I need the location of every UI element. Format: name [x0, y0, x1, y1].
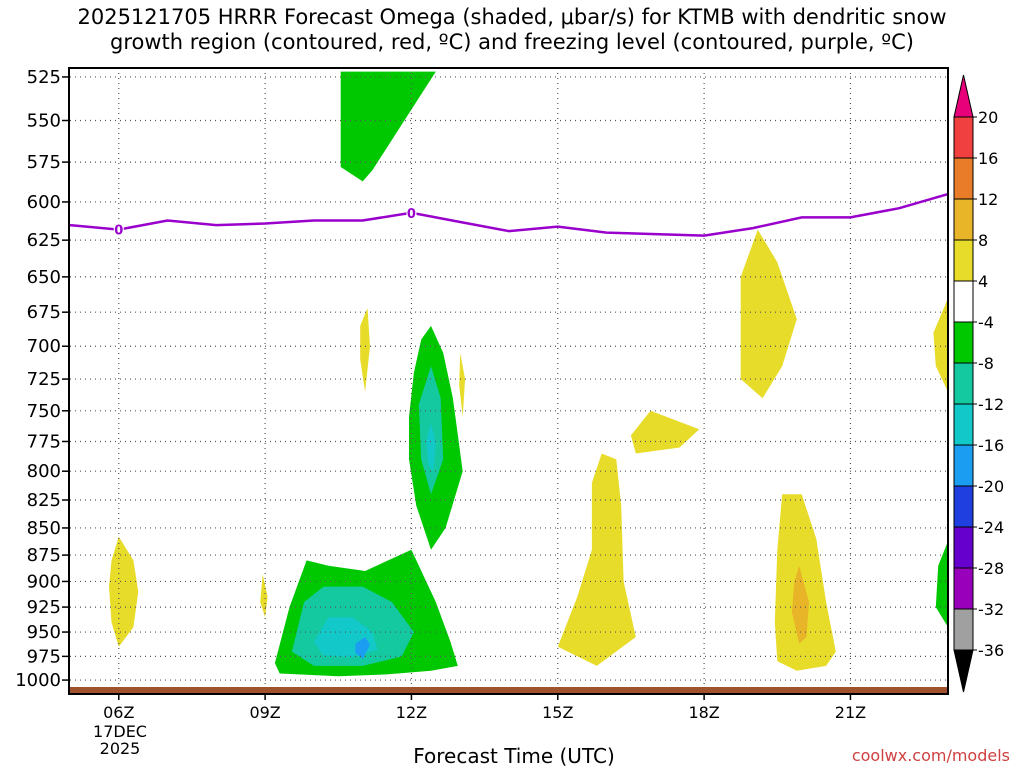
- y-tick-label: 575: [27, 152, 61, 173]
- y-tick-label: 675: [27, 302, 61, 323]
- colorbar-box: [953, 444, 974, 487]
- colorbar-label: 16: [978, 149, 998, 168]
- freezing-level-label-bg: [406, 204, 417, 220]
- y-tick-label: 850: [27, 518, 61, 539]
- plot-frame: [68, 67, 949, 695]
- omega-blue-lower-10z: [355, 637, 370, 660]
- omega-cyan-mid-12z: [426, 423, 436, 472]
- omega-yellow-13z-narrow: [459, 352, 466, 417]
- colorbar-bottom-triangle: [953, 649, 974, 693]
- y-tick-label: 600: [27, 192, 61, 213]
- colorbar-label: -36: [978, 641, 1004, 660]
- freezing-level-label: 0: [114, 224, 123, 239]
- colorbar-box: [953, 362, 974, 405]
- freezing-level-layer: 00: [69, 192, 949, 239]
- freezing-level-label-bg: [113, 221, 124, 237]
- colorbar-label: 12: [978, 190, 998, 209]
- freezing-level-line: [69, 192, 949, 237]
- x-tick-label: 18Z: [688, 703, 719, 722]
- colorbar-label: -20: [978, 477, 1004, 496]
- date-label-day: 17DEC: [93, 722, 147, 741]
- y-tick-label: 800: [27, 461, 61, 482]
- colorbar: 20 16 12 8 4 -4 -8 -12 -16 -20 -24 -28 -32 -36: [953, 74, 1004, 693]
- colorbar-label: -8: [978, 354, 994, 373]
- x-tick-label: 12Z: [396, 703, 427, 722]
- omega-yellow-11z-narrow: [360, 308, 370, 392]
- y-tick-label: 700: [27, 336, 61, 357]
- y-tick-label: 775: [27, 431, 61, 452]
- colorbar-label: -28: [978, 559, 1004, 578]
- colorbar-box: [953, 280, 974, 323]
- omega-green-upper-12z: [340, 71, 436, 182]
- y-tick-label: 625: [27, 230, 61, 251]
- y-tick-label: 925: [27, 597, 61, 618]
- x-axis: 06Z 09Z 12Z 15Z 18Z 21Z: [103, 694, 866, 722]
- chart-title-line2: growth region (contoured, red, ºC) and f…: [110, 30, 914, 54]
- colorbar-top-triangle: [953, 74, 974, 118]
- colorbar-label: 8: [978, 231, 988, 250]
- y-tick-label: 650: [27, 267, 61, 288]
- x-axis-label: Forecast Time (UTC): [413, 744, 615, 768]
- ground-bar: [70, 687, 948, 694]
- omega-yellow-19z: [740, 229, 797, 399]
- y-axis: 525 550 575 600 625 650 675 700 725 750 775 800 825 8…: [15, 67, 69, 691]
- y-tick-label: 550: [27, 110, 61, 131]
- colorbar-label: -12: [978, 395, 1004, 414]
- y-tick-label: 525: [27, 67, 61, 88]
- x-tick-label: 15Z: [542, 703, 573, 722]
- colorbar-box: [953, 485, 974, 528]
- colorbar-label: -32: [978, 600, 1004, 619]
- omega-yellow-06z: [109, 536, 139, 647]
- colorbar-box: [953, 321, 974, 364]
- colorbar-label: -16: [978, 436, 1004, 455]
- y-tick-label: 825: [27, 490, 61, 511]
- omega-yellow-0830z: [260, 574, 268, 618]
- omega-yellow-16z: [557, 453, 636, 666]
- y-tick-label: 950: [27, 622, 61, 643]
- colorbar-label: -4: [978, 313, 994, 332]
- x-tick-label: 06Z: [103, 703, 134, 722]
- omega-shading-layer: [109, 71, 948, 677]
- chart-title-line1: 2025121705 HRRR Forecast Omega (shaded, …: [77, 5, 947, 29]
- omega-yellow-right-edge: [933, 298, 948, 392]
- omega-yellow-17z: [630, 410, 700, 454]
- y-tick-label: 900: [27, 571, 61, 592]
- colorbar-label: -24: [978, 518, 1004, 537]
- omega-yellow-20z: [774, 494, 836, 671]
- y-tick-label: 975: [27, 646, 61, 667]
- x-tick-label: 21Z: [835, 703, 866, 722]
- omega-orange-20z: [791, 565, 809, 644]
- colorbar-label: 4: [978, 272, 988, 291]
- colorbar-box: [953, 526, 974, 569]
- x-tick-label: 09Z: [249, 703, 280, 722]
- colorbar-box: [953, 403, 974, 446]
- freezing-level-label: 0: [407, 207, 416, 222]
- colorbar-box: [953, 239, 974, 282]
- colorbar-box: [953, 198, 974, 241]
- colorbar-box: [953, 157, 974, 200]
- omega-green-right-edge: [935, 541, 948, 628]
- y-tick-label: 725: [27, 369, 61, 390]
- credit-link[interactable]: coolwx.com/models: [851, 746, 1010, 765]
- date-label-year: 2025: [99, 739, 141, 758]
- colorbar-label: 20: [978, 108, 998, 127]
- y-tick-label: 875: [27, 545, 61, 566]
- y-tick-label: 750: [27, 401, 61, 422]
- colorbar-box: [953, 116, 974, 159]
- y-tick-label: 1000: [15, 670, 61, 691]
- colorbar-box: [953, 567, 974, 610]
- colorbar-box: [953, 608, 974, 651]
